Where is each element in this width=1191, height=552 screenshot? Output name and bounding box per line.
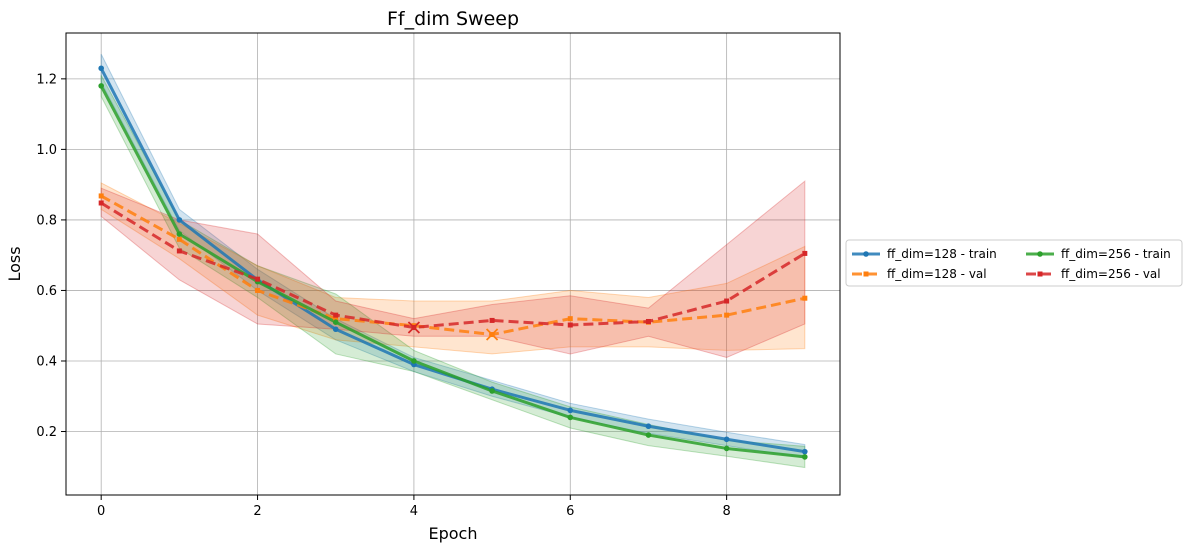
y-tick-label: 1.0 <box>36 143 57 158</box>
legend-swatch-marker <box>1037 251 1043 257</box>
series-4-point <box>98 200 104 206</box>
series-2-point <box>802 295 808 301</box>
series-3-point <box>645 432 652 438</box>
series-1-point <box>723 436 730 443</box>
series-3-point <box>176 231 183 237</box>
series-2-point <box>333 316 339 322</box>
series-4-point <box>724 298 730 304</box>
legend-label: ff_dim=256 - val <box>1061 267 1161 281</box>
series-1-point <box>98 65 104 72</box>
series-4-point <box>255 276 261 282</box>
y-tick-label: 0.6 <box>36 284 57 299</box>
series-3-point <box>489 388 495 394</box>
series-2-point <box>176 236 182 242</box>
series-4-band <box>100 180 806 358</box>
legend-label: ff_dim=256 - train <box>1061 247 1171 261</box>
x-tick-label: 4 <box>410 504 418 519</box>
axis-ticks: 0 2 4 6 8 0.2 0.4 0.6 0.8 1.0 1.2 <box>36 72 730 519</box>
series-3-point <box>411 358 417 364</box>
chart-title: Ff_dim Sweep <box>387 8 519 30</box>
series-1-point <box>802 448 808 455</box>
series-4-point <box>567 322 573 328</box>
series-4-line <box>100 201 806 329</box>
y-tick-label: 0.8 <box>36 213 57 228</box>
series-1-point <box>176 217 183 223</box>
x-tick-label: 2 <box>253 504 261 519</box>
legend-label: ff_dim=128 - train <box>887 247 997 261</box>
x-tick-label: 6 <box>566 504 574 519</box>
grid-lines <box>66 33 840 495</box>
series-2-band <box>100 182 806 355</box>
series-lines <box>99 67 806 459</box>
series-2-point <box>724 312 730 318</box>
series-3-point <box>332 319 339 325</box>
series-2-best-marker <box>485 328 499 341</box>
series-4-point <box>802 250 808 256</box>
legend-label: ff_dim=128 - val <box>887 267 987 281</box>
series-4-point <box>645 318 651 324</box>
x-axis-label: Epoch <box>429 524 478 543</box>
y-tick-label: 1.2 <box>36 72 57 87</box>
x-tick-label: 0 <box>97 504 105 519</box>
series-3-point <box>98 83 104 89</box>
series-4-point <box>333 312 339 318</box>
legend-swatch-marker <box>1037 271 1043 277</box>
plot-frame <box>65 32 841 496</box>
y-axis-label: Loss <box>5 246 24 281</box>
series-4-point <box>176 248 182 254</box>
series-4-point <box>489 317 495 323</box>
series-2-point <box>567 316 573 322</box>
series-1-point <box>332 326 339 333</box>
legend-swatch-marker <box>863 251 869 257</box>
series-2-point <box>255 287 261 293</box>
series-1-point <box>645 423 652 430</box>
series-markers <box>98 65 808 460</box>
series-3-point <box>723 445 730 452</box>
y-tick-label: 0.2 <box>36 425 57 440</box>
legend: ff_dim=128 - train ff_dim=128 - val ff_dim… <box>845 239 1183 287</box>
y-tick-label: 0.4 <box>36 354 57 369</box>
x-tick-label: 8 <box>722 504 730 519</box>
series-1-point <box>567 407 574 414</box>
legend-swatch-marker <box>863 271 869 277</box>
series-2-line <box>100 194 806 337</box>
series-3-line <box>99 85 805 459</box>
series-2-point <box>98 193 104 199</box>
legend-box <box>845 239 1183 287</box>
series-4-best-marker <box>407 321 421 334</box>
series-3-point <box>567 414 574 421</box>
series-3-point <box>802 454 808 460</box>
